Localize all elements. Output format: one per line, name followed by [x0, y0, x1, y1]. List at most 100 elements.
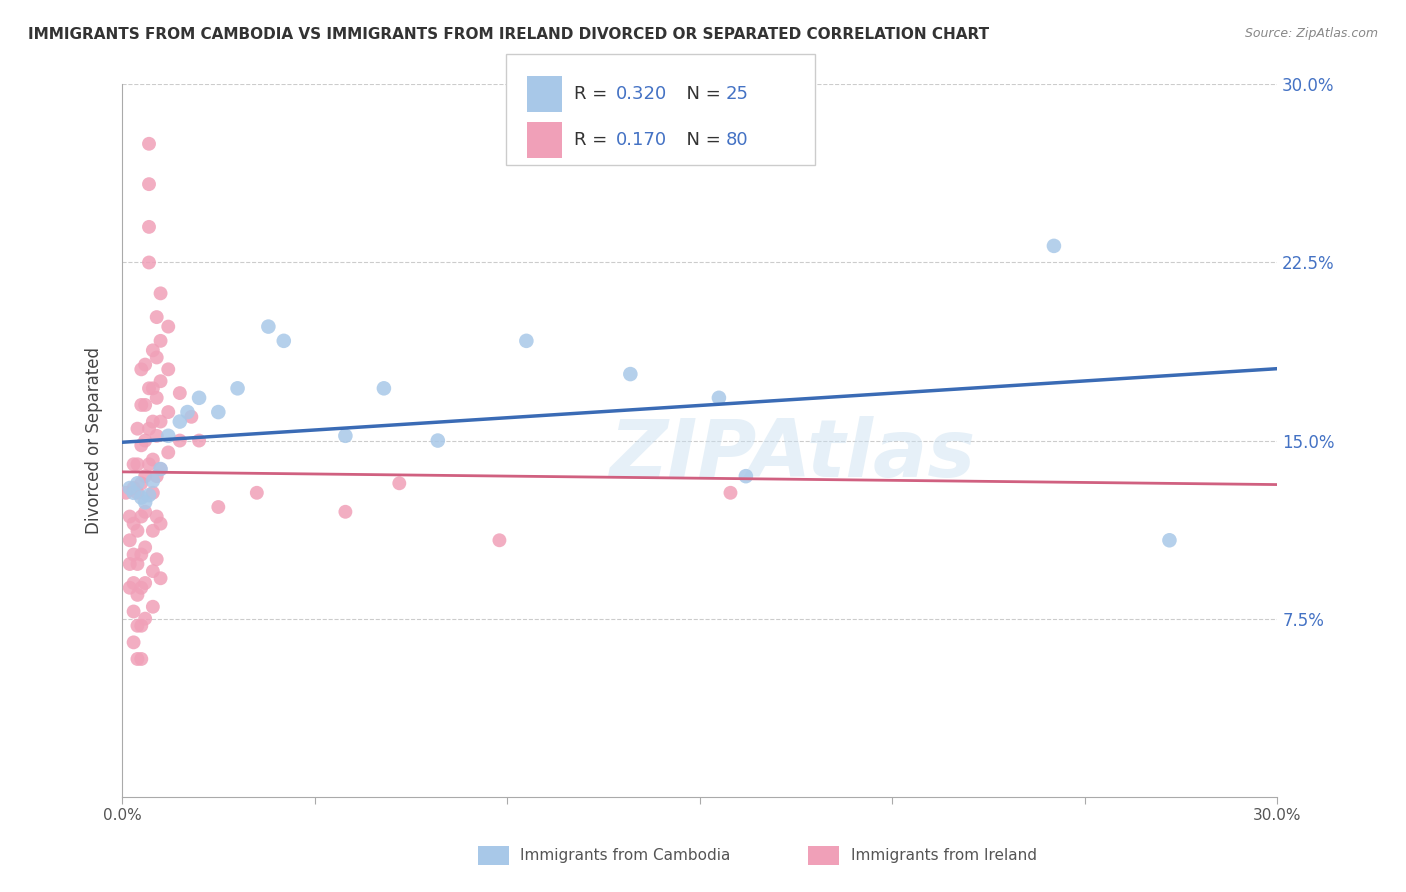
Point	[122, 576, 145, 591]
Point	[131, 619, 153, 633]
Point	[149, 415, 172, 429]
Point	[246, 485, 269, 500]
Point	[122, 635, 145, 649]
Text: 0.320: 0.320	[616, 85, 666, 103]
Point	[1043, 239, 1066, 253]
Point	[127, 557, 149, 571]
Point	[226, 381, 249, 395]
Point	[127, 524, 149, 538]
Y-axis label: Divorced or Separated: Divorced or Separated	[86, 347, 103, 534]
Point	[373, 381, 395, 395]
Point	[157, 319, 180, 334]
Point	[127, 652, 149, 666]
Point	[1159, 533, 1181, 548]
Text: R =: R =	[574, 85, 613, 103]
Point	[131, 509, 153, 524]
Point	[134, 505, 156, 519]
Text: R =: R =	[574, 131, 613, 149]
Point	[149, 334, 172, 348]
Point	[138, 488, 160, 502]
Point	[207, 500, 229, 514]
Point	[118, 509, 141, 524]
Point	[149, 571, 172, 585]
Point	[134, 495, 156, 509]
Point	[273, 334, 295, 348]
Point	[134, 358, 156, 372]
Point	[157, 429, 180, 443]
Point	[145, 509, 167, 524]
Point	[142, 564, 165, 578]
Point	[134, 541, 156, 555]
Point	[131, 548, 153, 562]
Point	[134, 576, 156, 591]
Point	[169, 386, 191, 401]
Point	[619, 367, 641, 381]
Point	[131, 438, 153, 452]
Text: IMMIGRANTS FROM CAMBODIA VS IMMIGRANTS FROM IRELAND DIVORCED OR SEPARATED CORREL: IMMIGRANTS FROM CAMBODIA VS IMMIGRANTS F…	[28, 27, 990, 42]
Point	[720, 485, 742, 500]
Point	[138, 177, 160, 191]
Point	[122, 481, 145, 495]
Point	[707, 391, 730, 405]
Point	[138, 422, 160, 436]
Point	[142, 524, 165, 538]
Text: 0.170: 0.170	[616, 131, 666, 149]
Point	[122, 605, 145, 619]
Point	[149, 374, 172, 388]
Point	[127, 422, 149, 436]
Point	[138, 136, 160, 151]
Point	[127, 619, 149, 633]
Point	[515, 334, 537, 348]
Point	[188, 434, 211, 448]
Point	[115, 485, 138, 500]
Point	[157, 445, 180, 459]
Point	[335, 429, 357, 443]
Point	[145, 469, 167, 483]
Point	[131, 398, 153, 412]
Point	[122, 516, 145, 531]
Point	[180, 409, 202, 424]
Point	[145, 310, 167, 324]
Point	[426, 434, 449, 448]
Point	[142, 474, 165, 488]
Text: N =: N =	[675, 85, 727, 103]
Point	[157, 405, 180, 419]
Point	[134, 434, 156, 448]
Point	[169, 434, 191, 448]
Point	[127, 485, 149, 500]
Point	[142, 485, 165, 500]
Text: ZIPAtlas: ZIPAtlas	[609, 416, 976, 494]
Point	[134, 612, 156, 626]
Point	[188, 391, 211, 405]
Point	[127, 476, 149, 491]
Point	[134, 398, 156, 412]
Point	[145, 351, 167, 365]
Point	[122, 485, 145, 500]
Point	[131, 491, 153, 505]
Point	[122, 548, 145, 562]
Text: Immigrants from Ireland: Immigrants from Ireland	[851, 848, 1036, 863]
Point	[157, 362, 180, 376]
Point	[142, 599, 165, 614]
Point	[142, 381, 165, 395]
Point	[257, 319, 280, 334]
Point	[138, 458, 160, 472]
Point	[131, 581, 153, 595]
Point	[149, 286, 172, 301]
Point	[118, 533, 141, 548]
Point	[138, 219, 160, 234]
Point	[149, 516, 172, 531]
Point	[118, 481, 141, 495]
Point	[127, 588, 149, 602]
Point	[118, 581, 141, 595]
Text: 25: 25	[725, 85, 748, 103]
Point	[122, 458, 145, 472]
Point	[142, 415, 165, 429]
Point	[176, 405, 198, 419]
Point	[169, 415, 191, 429]
Point	[127, 458, 149, 472]
Point	[149, 462, 172, 476]
Point	[145, 429, 167, 443]
Point	[145, 391, 167, 405]
Point	[131, 362, 153, 376]
